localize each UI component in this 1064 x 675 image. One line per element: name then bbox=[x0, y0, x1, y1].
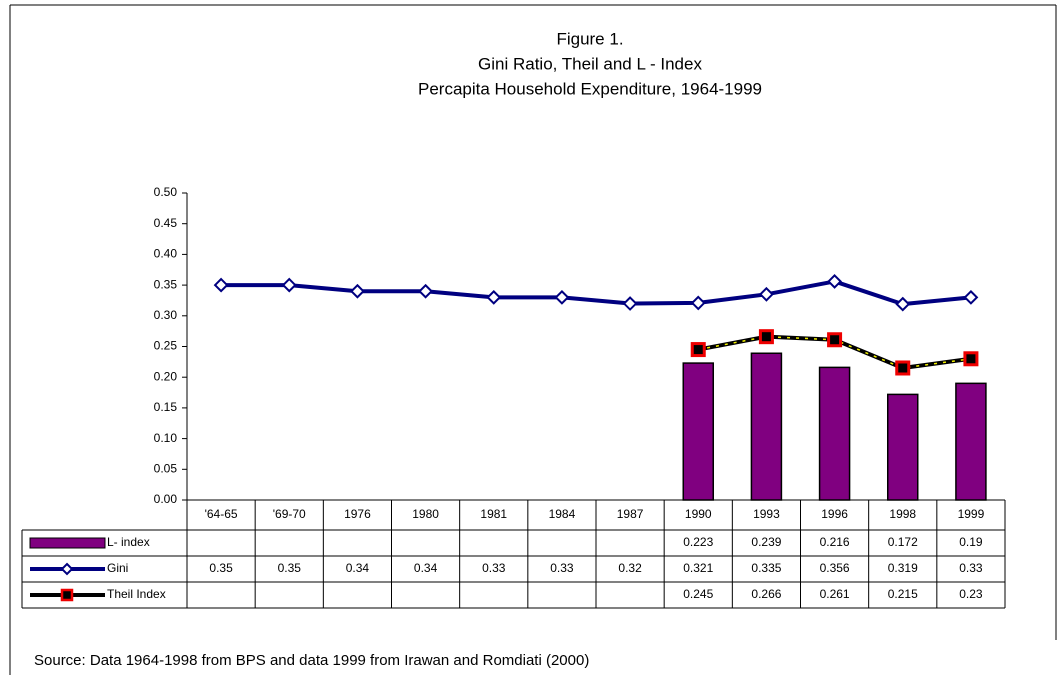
table-value: 0.223 bbox=[683, 535, 713, 549]
marker bbox=[486, 289, 502, 305]
marker bbox=[418, 283, 433, 299]
x-tick-label: '64-65 bbox=[205, 507, 238, 521]
y-tick-label: 0.20 bbox=[154, 369, 178, 383]
x-tick-label: 1981 bbox=[480, 507, 507, 521]
legend-label: Theil Index bbox=[107, 587, 166, 601]
table-value: 0.32 bbox=[618, 561, 642, 575]
table-value: 0.266 bbox=[751, 587, 781, 601]
table-value: 0.34 bbox=[346, 561, 370, 575]
x-tick-label: 1993 bbox=[753, 507, 780, 521]
x-tick-label: 1996 bbox=[821, 507, 848, 521]
y-tick-label: 0.30 bbox=[154, 308, 178, 322]
table-value: 0.239 bbox=[751, 535, 781, 549]
x-tick-label: 1980 bbox=[412, 507, 439, 521]
x-tick-label: 1998 bbox=[889, 507, 916, 521]
legend-marker bbox=[60, 562, 74, 576]
marker bbox=[963, 289, 979, 305]
x-tick-label: 1999 bbox=[958, 507, 985, 521]
marker bbox=[963, 351, 979, 367]
source-note: Source: Data 1964-1998 from BPS and data… bbox=[34, 652, 589, 669]
table-value: 0.215 bbox=[888, 587, 918, 601]
table-value: 0.33 bbox=[550, 561, 574, 575]
y-tick-label: 0.05 bbox=[154, 461, 178, 475]
chart-title: Figure 1. bbox=[556, 29, 623, 48]
chart-title: Gini Ratio, Theil and L - Index bbox=[478, 54, 702, 73]
table-value: 0.33 bbox=[482, 561, 506, 575]
y-tick-label: 0.50 bbox=[154, 185, 178, 199]
bar bbox=[682, 362, 714, 501]
x-tick-label: '69-70 bbox=[273, 507, 306, 521]
table-value: 0.319 bbox=[888, 561, 918, 575]
marker bbox=[895, 296, 911, 312]
y-tick-label: 0.00 bbox=[154, 492, 178, 506]
marker bbox=[690, 295, 706, 311]
table-value: 0.23 bbox=[959, 587, 983, 601]
table-value: 0.34 bbox=[414, 561, 438, 575]
marker bbox=[758, 329, 774, 345]
marker bbox=[759, 286, 774, 302]
marker bbox=[281, 277, 297, 293]
bar bbox=[750, 352, 783, 501]
legend-label: Gini bbox=[107, 561, 128, 575]
marker bbox=[895, 360, 911, 376]
marker bbox=[350, 283, 365, 299]
y-tick-label: 0.10 bbox=[154, 431, 178, 445]
chart-title: Percapita Household Expenditure, 1964-19… bbox=[418, 79, 762, 98]
bar bbox=[955, 382, 987, 501]
y-tick-label: 0.40 bbox=[154, 247, 178, 261]
table-value: 0.356 bbox=[820, 561, 850, 575]
table-value: 0.321 bbox=[683, 561, 713, 575]
legend-label: L- index bbox=[107, 535, 150, 549]
x-tick-label: 1976 bbox=[344, 507, 371, 521]
marker bbox=[690, 342, 706, 358]
marker bbox=[827, 332, 843, 348]
legend-marker bbox=[60, 588, 74, 602]
marker bbox=[554, 289, 570, 305]
x-tick-label: 1984 bbox=[549, 507, 576, 521]
bar bbox=[887, 393, 919, 501]
table-value: 0.172 bbox=[888, 535, 918, 549]
y-tick-label: 0.35 bbox=[154, 277, 178, 291]
legend-swatch bbox=[29, 537, 106, 549]
table-value: 0.216 bbox=[820, 535, 850, 549]
marker bbox=[827, 274, 842, 289]
table-value: 0.335 bbox=[751, 561, 781, 575]
y-tick-label: 0.15 bbox=[154, 400, 178, 414]
x-tick-label: 1987 bbox=[617, 507, 644, 521]
table-value: 0.19 bbox=[959, 535, 983, 549]
line bbox=[221, 279, 972, 307]
marker bbox=[213, 277, 229, 293]
table-value: 0.261 bbox=[820, 587, 850, 601]
x-tick-label: 1990 bbox=[685, 507, 712, 521]
table-value: 0.35 bbox=[209, 561, 233, 575]
table-value: 0.35 bbox=[278, 561, 302, 575]
table-value: 0.245 bbox=[683, 587, 713, 601]
bar bbox=[818, 366, 851, 501]
y-tick-label: 0.25 bbox=[154, 339, 178, 353]
y-tick-label: 0.45 bbox=[154, 216, 178, 230]
table-value: 0.33 bbox=[959, 561, 983, 575]
marker bbox=[622, 296, 638, 311]
